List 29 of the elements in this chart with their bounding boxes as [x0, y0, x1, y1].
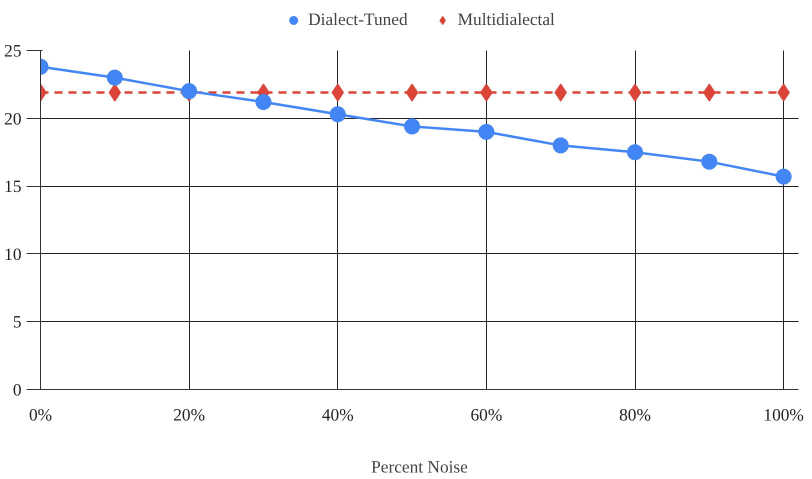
point	[106, 70, 123, 86]
x-axis-title: Percent Noise	[371, 458, 468, 476]
point	[404, 118, 420, 134]
legend-label: Multidialectal	[458, 10, 555, 30]
point	[628, 84, 642, 102]
y-tick-label: 10	[4, 244, 22, 264]
x-tick-label: 100%	[763, 406, 804, 424]
point	[181, 83, 198, 100]
y-tick-label: 5	[12, 312, 22, 332]
point	[701, 154, 718, 170]
point	[777, 84, 790, 102]
y-tick-label: 15	[4, 177, 22, 196]
x-tick-label: 20%	[173, 406, 206, 424]
point	[406, 84, 418, 102]
x-tick-label: 60%	[470, 406, 502, 424]
point	[478, 124, 494, 140]
point	[480, 84, 493, 102]
point	[776, 168, 792, 185]
y-tick-label: 20	[4, 109, 22, 128]
y-tick-label: 25	[4, 42, 22, 60]
point	[552, 137, 569, 154]
x-tick-label: 80%	[619, 406, 651, 424]
point	[255, 94, 272, 110]
x-tick-label: 40%	[322, 406, 354, 424]
x-tick-label: 0%	[28, 406, 52, 424]
point	[330, 106, 346, 122]
point	[627, 144, 644, 160]
y-tick-label: 0	[12, 380, 22, 400]
legend-label: Dialect-Tuned	[308, 10, 408, 30]
